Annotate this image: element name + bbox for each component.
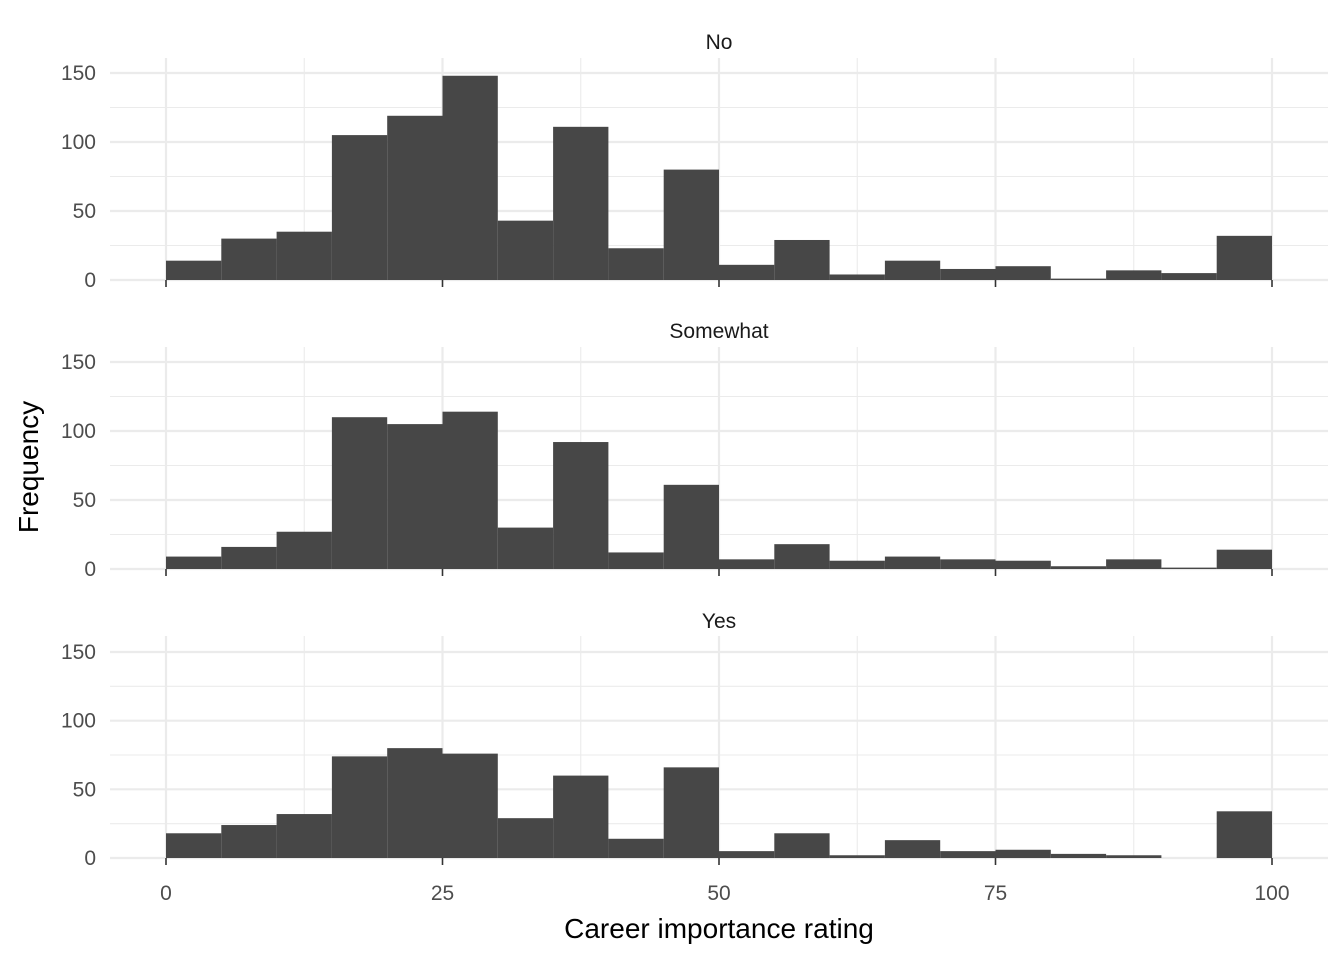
- histogram-bar: [663, 767, 719, 858]
- histogram-bar: [1050, 853, 1107, 858]
- histogram-bar: [940, 268, 996, 280]
- histogram-bar: [442, 753, 498, 858]
- facet-panel-yes: 0 50 100 150 Yes: [61, 610, 1328, 870]
- y-tick-label: 100: [61, 710, 96, 733]
- y-tick-label: 100: [61, 420, 96, 443]
- histogram-bar: [884, 260, 941, 280]
- y-tick-label: 50: [73, 200, 96, 223]
- histogram-bar: [1216, 235, 1272, 280]
- histogram-bar: [884, 840, 941, 858]
- x-tick-label: 0: [160, 882, 172, 905]
- histogram-bar: [1106, 270, 1162, 280]
- histogram-bar: [1050, 566, 1107, 569]
- y-tick-label: 50: [73, 778, 96, 801]
- x-axis: 0 25 50 75 100: [160, 882, 1289, 905]
- histogram-bar: [442, 411, 498, 569]
- facet-panel-no: 0 50 100 150 No: [61, 31, 1328, 292]
- histogram-bar: [719, 851, 775, 858]
- histogram-bar: [829, 560, 885, 569]
- histogram-bar: [829, 274, 885, 280]
- histogram-bar: [608, 838, 664, 858]
- histogram-bar: [1050, 278, 1107, 280]
- x-tick-label: 25: [431, 882, 454, 905]
- x-tick-label: 75: [984, 882, 1007, 905]
- histogram-bar: [387, 748, 443, 858]
- y-tick-label: 150: [61, 641, 96, 664]
- histogram-bar: [884, 556, 941, 569]
- histogram-bar: [276, 531, 332, 569]
- y-tick-label: 100: [61, 131, 96, 154]
- histogram-bar: [663, 484, 719, 569]
- histogram-bar: [553, 442, 609, 569]
- histogram-bar: [276, 231, 332, 280]
- y-tick-label: 0: [84, 558, 96, 581]
- x-tick-label: 100: [1254, 882, 1289, 905]
- histogram-bar: [1161, 567, 1217, 569]
- histogram-bar: [995, 266, 1051, 280]
- histogram-bar: [774, 544, 830, 569]
- histogram-bar: [276, 814, 332, 858]
- histogram-bar: [995, 560, 1051, 569]
- y-tick-label: 150: [61, 351, 96, 374]
- histogram-bar: [166, 833, 222, 858]
- facet-panel-somewhat: 0 50 100 150 Somewhat: [61, 320, 1328, 581]
- histogram-bar: [331, 417, 388, 569]
- histogram-bar: [497, 220, 554, 280]
- histogram-bar: [940, 559, 996, 569]
- histogram-bar: [608, 248, 664, 280]
- histogram-bar: [774, 833, 830, 858]
- histogram-bar: [553, 126, 609, 280]
- facet-strip-label: No: [706, 31, 733, 54]
- x-axis-title: Career importance rating: [564, 913, 874, 944]
- y-tick-label: 0: [84, 269, 96, 292]
- histogram-bar: [940, 851, 996, 858]
- histogram-bar: [1106, 559, 1162, 569]
- y-tick-label: 150: [61, 62, 96, 85]
- histogram-bar: [663, 169, 719, 280]
- histogram-bar: [719, 559, 775, 569]
- histogram-bar: [387, 115, 443, 280]
- histogram-bar: [553, 775, 609, 858]
- histogram-bar: [221, 546, 277, 569]
- histogram-bar: [166, 260, 222, 280]
- histogram-bar: [1216, 811, 1272, 858]
- histogram-bar: [221, 825, 277, 858]
- histogram-bar: [387, 424, 443, 569]
- histogram-bar: [719, 264, 775, 280]
- histogram-bar: [608, 552, 664, 569]
- y-tick-label: 50: [73, 489, 96, 512]
- histogram-bar: [331, 135, 388, 280]
- histogram-bar: [497, 527, 554, 569]
- facet-panels: 0 50 100 150 No 0 50 100 150 Somewhat 0 50 100 150 Yes: [61, 31, 1328, 870]
- histogram-bar: [221, 238, 277, 280]
- histogram-bar: [497, 818, 554, 858]
- histogram-bar: [1216, 549, 1272, 569]
- histogram-bar: [166, 556, 222, 569]
- y-axis-title: Frequency: [13, 401, 44, 533]
- y-tick-label: 0: [84, 847, 96, 870]
- histogram-bar: [829, 855, 885, 858]
- histogram-bar: [774, 239, 830, 280]
- histogram-bar: [331, 756, 388, 858]
- histogram-bar: [1161, 273, 1217, 280]
- facet-strip-label: Yes: [702, 610, 736, 633]
- histogram-bar: [995, 849, 1051, 858]
- histogram-bar: [1106, 855, 1162, 858]
- facet-strip-label: Somewhat: [669, 320, 768, 343]
- histogram-bar: [442, 75, 498, 280]
- x-tick-label: 50: [707, 882, 730, 905]
